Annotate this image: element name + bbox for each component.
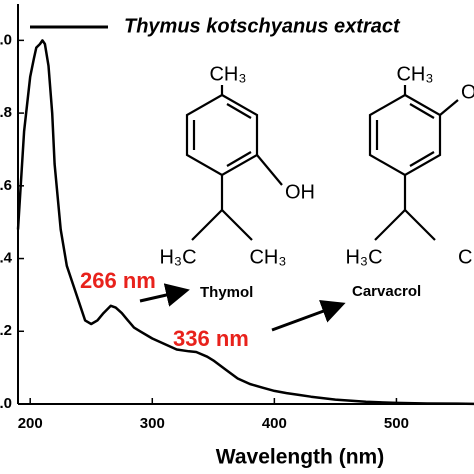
structure-label: CH₃ xyxy=(396,63,433,85)
arrow xyxy=(139,283,190,307)
y-tick-label: 0.2 xyxy=(0,322,12,339)
annotation: Thymol xyxy=(200,284,253,301)
x-tick-label: 500 xyxy=(384,415,409,432)
annotation: 266 nm xyxy=(80,268,156,293)
y-tick-label: 0.0 xyxy=(0,395,12,412)
chemical-structures xyxy=(185,85,459,241)
x-tick-label: 200 xyxy=(18,415,43,432)
arrow xyxy=(271,299,346,332)
y-tick-label: 0.6 xyxy=(0,177,12,194)
structure-label: OH xyxy=(461,81,474,103)
x-tick-label: 400 xyxy=(262,415,287,432)
y-tick-label: 0.4 xyxy=(0,250,13,267)
annotation: Carvacrol xyxy=(352,283,421,300)
x-axis-label: Wavelength (nm) xyxy=(216,446,384,469)
legend-label: Thymus kotschyanus extract xyxy=(124,15,401,37)
x-tick-label: 300 xyxy=(140,415,165,432)
structure-label: H₃C xyxy=(159,246,196,268)
thymol-ring xyxy=(185,93,259,177)
structure-label: CH₃ xyxy=(458,246,474,268)
structure-label: CH₃ xyxy=(249,246,286,268)
y-tick-label: 1.0 xyxy=(0,31,12,48)
structure-label: H₃C xyxy=(345,246,382,268)
structure-label: OH xyxy=(285,181,315,203)
annotation: 336 nm xyxy=(173,326,249,351)
carvacrol-ring xyxy=(368,93,442,177)
structure-label: CH₃ xyxy=(209,63,246,85)
data-line xyxy=(16,39,474,406)
y-tick-label: 0.8 xyxy=(0,104,12,121)
